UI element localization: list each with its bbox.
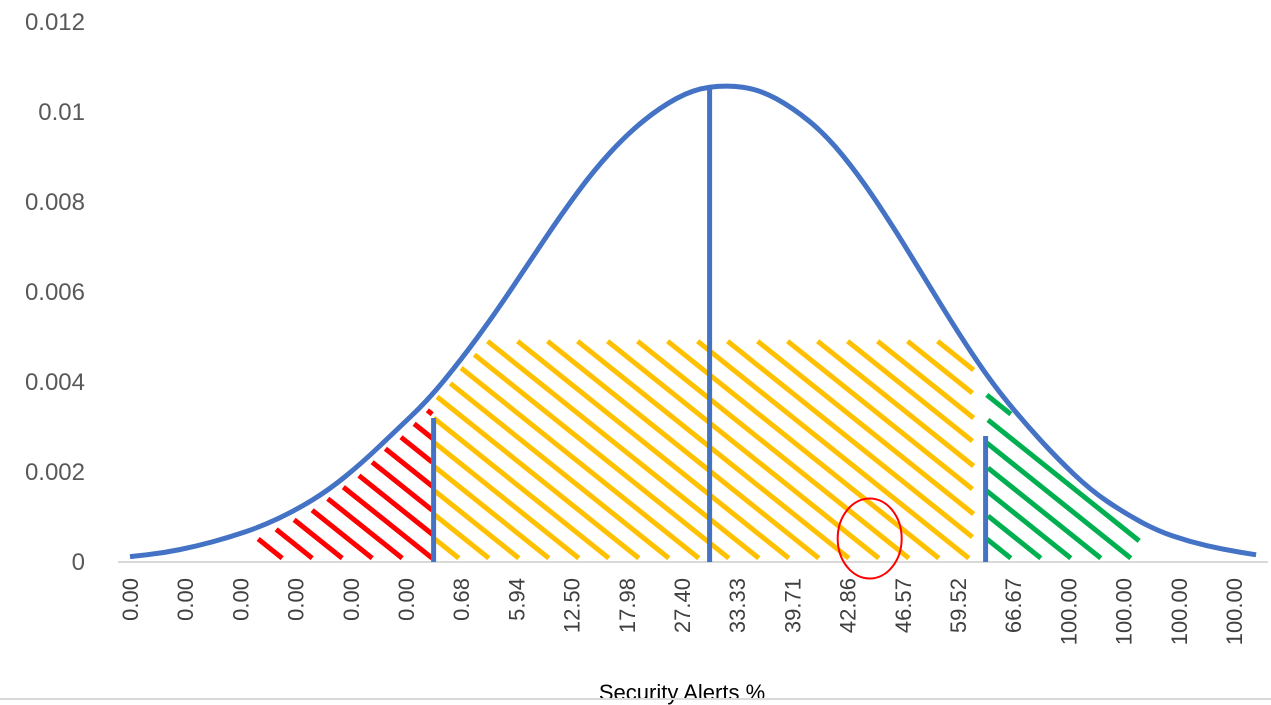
x-tick-label: 33.33: [725, 578, 750, 633]
hatch-stroke: [459, 366, 701, 561]
bottom-divider: [0, 698, 1271, 700]
hatch-stroke: [986, 417, 1141, 543]
vertical-markers: [431, 89, 989, 562]
hatch-stroke: [846, 339, 974, 443]
x-tick-label: 5.94: [504, 578, 529, 621]
hatch-stroke: [432, 512, 491, 561]
x-tick-label: 46.57: [891, 578, 916, 633]
x-tick-label: 17.98: [615, 578, 640, 633]
y-tick-label: 0.01: [38, 99, 85, 126]
x-tick-label: 66.67: [1001, 578, 1026, 633]
hatch-stroke: [606, 339, 881, 561]
x-tick-label: 100.00: [1222, 578, 1247, 645]
x-tick-label: 0.00: [394, 578, 419, 621]
hatch-stroke: [666, 339, 941, 561]
hatch-stroke: [696, 339, 971, 561]
hatch-stroke: [326, 496, 404, 561]
hatch-stroke: [435, 394, 641, 561]
y-tick-label: 0.004: [25, 369, 85, 396]
hatch-stroke: [546, 339, 821, 561]
x-tick-label: 0.00: [339, 578, 364, 621]
x-tick-label: 0.00: [118, 578, 143, 621]
hatch-stroke: [986, 513, 1043, 561]
hatch-stroke: [636, 339, 911, 561]
y-tick-label: 0.002: [25, 459, 85, 486]
x-tick-label: 0.00: [173, 578, 198, 621]
hatch-stroke: [310, 508, 374, 561]
hatch-layer: [256, 339, 1141, 561]
y-tick-label: 0.012: [25, 9, 85, 36]
hatch-stroke: [985, 537, 1013, 561]
x-axis: 0.00 0.00 0.00 0.00 0.00 0.00 0.68 5.94 12.50 17.…: [118, 578, 1247, 645]
hatch-stroke: [412, 421, 435, 442]
x-tick-label: 42.86: [836, 578, 861, 633]
y-tick-label: 0.006: [25, 279, 85, 306]
annotation-circle: [836, 497, 903, 580]
hatch-stroke: [876, 339, 976, 420]
x-axis-title: Security Alerts %: [599, 680, 765, 705]
hatch-stroke: [985, 393, 1013, 417]
x-tick-label: 0.68: [449, 578, 474, 621]
y-tick-label: 0: [72, 549, 85, 576]
hatch-stroke: [786, 339, 974, 491]
hatch-stroke: [985, 441, 1133, 561]
x-tick-label: 100.00: [1056, 578, 1081, 645]
x-tick-label: 0.00: [284, 578, 309, 621]
x-tick-label: 12.50: [560, 578, 585, 633]
hatch-stroke: [256, 537, 284, 561]
hatch-stroke: [370, 460, 434, 513]
x-tick-label: 39.71: [780, 578, 805, 633]
hatch-stroke: [516, 339, 791, 561]
hatch-stroke: [274, 527, 314, 561]
x-tick-label: 100.00: [1112, 578, 1137, 645]
hatch-stroke: [357, 473, 435, 538]
hatch-stroke: [486, 339, 761, 561]
hatch-stroke: [816, 339, 976, 468]
hatch-stroke: [985, 489, 1073, 561]
hatch-stroke: [399, 435, 434, 465]
hatch-stroke: [292, 517, 344, 561]
x-tick-label: 59.52: [946, 578, 971, 633]
hatch-stroke: [341, 485, 434, 561]
series-curve: [129, 83, 1257, 560]
hatch-stroke: [576, 339, 851, 561]
hatch-stroke: [432, 416, 611, 561]
hatch-stroke: [433, 441, 581, 561]
x-tick-label: 0.00: [228, 578, 253, 621]
hatch-stroke: [756, 339, 976, 516]
hatch-stroke: [936, 339, 976, 372]
hatch-stroke: [472, 352, 731, 561]
hatch-stroke: [906, 339, 974, 395]
hatch-stroke: [425, 408, 434, 417]
hatch-stroke: [383, 446, 435, 490]
y-axis: 0.012 0.01 0.008 0.006 0.004 0.002 0: [25, 9, 85, 576]
hatch-stroke: [432, 464, 551, 561]
hatch-stroke: [433, 489, 521, 561]
hatch-stroke: [433, 537, 461, 561]
y-tick-label: 0.008: [25, 189, 85, 216]
hatch-stroke: [986, 465, 1103, 561]
x-tick-label: 27.40: [670, 578, 695, 633]
x-tick-label: 100.00: [1167, 578, 1192, 645]
hatch-stroke: [726, 339, 974, 539]
hatch-stroke: [448, 381, 671, 561]
